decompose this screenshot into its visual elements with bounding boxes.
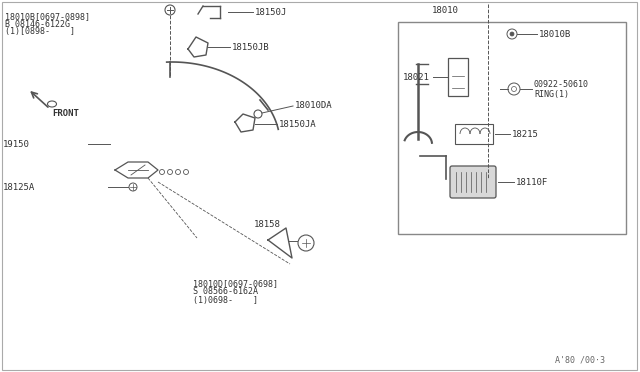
Text: 18150J: 18150J: [255, 7, 287, 16]
Text: RING(1): RING(1): [534, 90, 569, 99]
Text: 18021: 18021: [403, 73, 430, 81]
Text: 00922-50610: 00922-50610: [534, 80, 589, 89]
Text: 18215: 18215: [512, 129, 539, 138]
Bar: [455, 124, 493, 144]
Text: 18158: 18158: [254, 219, 281, 228]
Text: 18110F: 18110F: [516, 177, 548, 186]
Text: 18010B: 18010B: [539, 29, 572, 38]
Text: 19150: 19150: [3, 140, 30, 148]
Text: S 08566-6162A: S 08566-6162A: [193, 288, 258, 296]
Text: 18010D[0697-0698]: 18010D[0697-0698]: [193, 279, 278, 289]
Text: 18125A: 18125A: [3, 183, 35, 192]
Text: 18150JB: 18150JB: [232, 42, 269, 51]
Circle shape: [510, 32, 514, 36]
Text: FRONT: FRONT: [52, 109, 79, 118]
Text: 18010: 18010: [432, 6, 459, 15]
Text: (1)[0898-    ]: (1)[0898- ]: [5, 26, 75, 35]
Text: (1)0698-    ]: (1)0698- ]: [193, 295, 258, 305]
Text: A'80 /00·3: A'80 /00·3: [555, 356, 605, 365]
Text: 18010DA: 18010DA: [295, 100, 333, 109]
FancyBboxPatch shape: [450, 166, 496, 198]
Bar: [448, 58, 468, 96]
Text: 18150JA: 18150JA: [279, 119, 317, 128]
Bar: [398, 22, 626, 234]
Text: B 08146-6122G: B 08146-6122G: [5, 19, 70, 29]
Text: 18010B[0697-0898]: 18010B[0697-0898]: [5, 13, 90, 22]
